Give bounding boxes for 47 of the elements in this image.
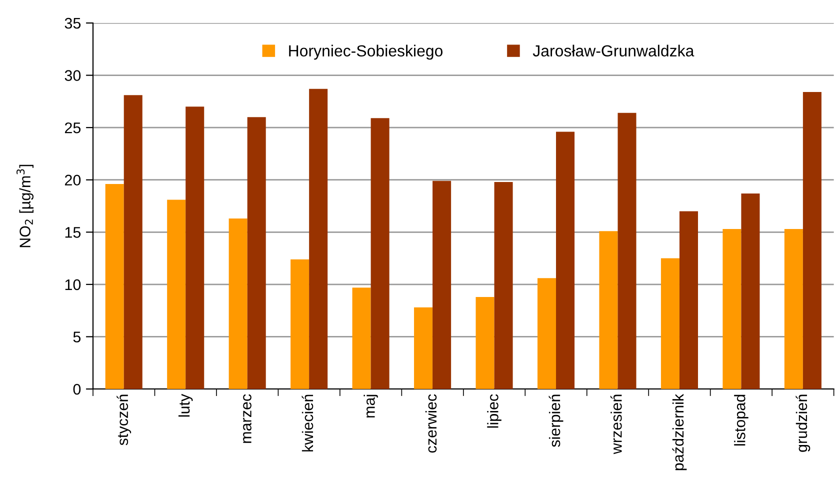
x-tick-label: grudzień xyxy=(796,394,810,452)
bar xyxy=(494,182,513,389)
x-tick-label: wrzesień xyxy=(610,394,622,454)
bar xyxy=(105,184,124,389)
bar xyxy=(802,92,822,389)
x-tick-label: styczeń xyxy=(116,394,132,446)
legend-label: Horyniec-Sobieskiego xyxy=(289,44,443,60)
bar xyxy=(290,259,310,389)
x-tick-label: listopad xyxy=(734,394,748,446)
y-tick-label: 10 xyxy=(65,279,81,290)
bar xyxy=(660,258,680,389)
y-tick-label: 20 xyxy=(64,174,81,186)
y-tick-label: 5 xyxy=(73,332,81,342)
x-tick-label: kwiecień xyxy=(302,394,314,452)
x-tick-label: maj xyxy=(364,394,378,418)
bar xyxy=(370,118,390,389)
bar xyxy=(476,296,494,389)
x-tick-label: lipiec xyxy=(487,394,502,428)
bar xyxy=(556,132,575,389)
bar xyxy=(741,193,760,389)
bar xyxy=(414,307,433,389)
x-tick-label: sierpień xyxy=(548,394,564,447)
bar xyxy=(599,231,618,389)
x-tick-label: czerwiec xyxy=(425,394,437,453)
y-tick-label: 30 xyxy=(64,70,81,81)
bar xyxy=(618,112,636,389)
bar xyxy=(124,95,142,389)
y-tick-label: 25 xyxy=(64,122,81,134)
y-tick-label: 35 xyxy=(64,18,81,29)
bar xyxy=(228,218,248,389)
bar xyxy=(186,106,204,389)
bar xyxy=(309,88,328,389)
x-tick-label: luty xyxy=(178,394,193,417)
bar xyxy=(432,180,452,389)
y-tick-label: 15 xyxy=(65,227,81,238)
bar xyxy=(167,200,186,389)
bar xyxy=(352,288,371,389)
bar xyxy=(784,229,803,389)
legend-label: Jarosław-Grunwaldzka xyxy=(532,44,694,57)
bar xyxy=(679,211,698,389)
bar xyxy=(722,229,742,389)
y-axis-title: NO$_{2}$ [µg/m$^{3}$] xyxy=(16,164,34,248)
bar xyxy=(247,117,266,389)
bar xyxy=(537,278,556,389)
y-tick-label: 0 xyxy=(73,384,81,395)
x-tick-label: marzec xyxy=(243,394,252,443)
x-tick-label: październik xyxy=(672,394,687,470)
